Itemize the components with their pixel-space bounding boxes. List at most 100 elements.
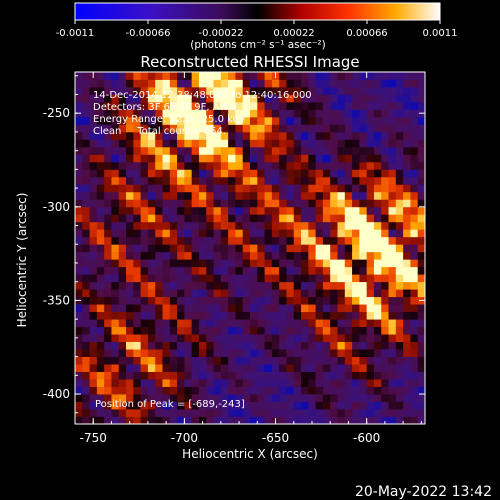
heatmap-cell [359, 416, 368, 424]
heatmap-cell [330, 281, 338, 290]
heatmap-cell [96, 86, 105, 95]
heatmap-cell [308, 146, 317, 155]
heatmap-cell [279, 169, 287, 178]
heatmap-cell [147, 259, 156, 268]
heatmap-cell [417, 72, 425, 80]
heatmap-cell [330, 379, 338, 387]
heatmap-cell [169, 416, 178, 424]
heatmap-cell [155, 416, 163, 424]
heatmap-cell [344, 214, 353, 223]
heatmap-cell [257, 176, 265, 185]
heatmap-cell [104, 86, 112, 95]
heatmap-cell [96, 386, 105, 395]
heatmap-cell [388, 401, 397, 410]
heatmap-cell [330, 289, 338, 298]
heatmap-cell [308, 109, 317, 118]
heatmap-cell [118, 356, 127, 365]
heatmap-cell [293, 349, 302, 357]
heatmap-cell [228, 356, 236, 365]
heatmap-cell [322, 214, 331, 223]
heatmap-cell [155, 116, 163, 125]
heatmap-cell [147, 229, 156, 238]
heatmap-cell [359, 154, 368, 163]
heatmap-cell [184, 311, 193, 320]
heatmap-cell [140, 304, 149, 313]
heatmap-cell [286, 191, 295, 200]
heatmap-cell [184, 146, 193, 155]
heatmap-cell [242, 356, 251, 365]
heatmap-cell [337, 206, 346, 215]
heatmap-cell [330, 184, 338, 193]
heatmap-cell [257, 139, 265, 148]
heatmap-cell [308, 379, 317, 387]
heatmap-cell [381, 379, 389, 387]
heatmap-cell [293, 154, 302, 163]
heatmap-cell [286, 86, 295, 95]
heatmap-cell [359, 341, 368, 350]
heatmap-cell [133, 334, 142, 343]
heatmap-cell [140, 86, 149, 95]
colorbar-tick-label: 0.00066 [346, 28, 387, 39]
heatmap-cell [264, 394, 273, 402]
heatmap-cell [264, 416, 273, 424]
heatmap-cell [395, 94, 404, 103]
heatmap-cell [286, 169, 295, 178]
heatmap-cell [250, 229, 258, 238]
heatmap-cell [82, 289, 90, 298]
heatmap-cell [293, 401, 302, 410]
heatmap-cell [228, 221, 236, 230]
heatmap-cell [366, 131, 375, 140]
heatmap-cell [359, 176, 368, 185]
heatmap-cell [410, 386, 419, 395]
heatmap-cell [126, 146, 134, 155]
heatmap-cell [395, 191, 404, 200]
heatmap-cell [133, 319, 142, 328]
heatmap-cell [344, 244, 353, 253]
heatmap-cell [366, 161, 375, 170]
heatmap-cell [118, 326, 127, 335]
heatmap-cell [213, 206, 222, 215]
heatmap-cell [352, 244, 360, 253]
heatmap-cell [184, 281, 193, 290]
heatmap-cell [257, 161, 265, 170]
heatmap-cell [206, 109, 214, 118]
heatmap-cell [242, 146, 251, 155]
heatmap-cell [89, 326, 98, 335]
heatmap-cell [322, 86, 331, 95]
heatmap-cell [89, 319, 98, 328]
heatmap-cell [206, 304, 214, 313]
heatmap-cell [133, 266, 142, 275]
heatmap-cell [191, 281, 200, 290]
heatmap-cell [162, 304, 171, 313]
heatmap-cell [213, 169, 222, 178]
heatmap-cell [126, 229, 134, 238]
heatmap-cell [301, 341, 309, 350]
heatmap-cell [388, 356, 397, 365]
heatmap-cell [111, 184, 120, 193]
heatmap-cell [213, 364, 222, 372]
heatmap-cell [155, 281, 163, 290]
heatmap-cell [417, 79, 425, 88]
heatmap-cell [235, 274, 244, 283]
heatmap-cell [75, 124, 83, 133]
heatmap-cell [388, 266, 397, 275]
heatmap-cell [388, 154, 397, 163]
heatmap-cell [315, 341, 324, 350]
heatmap-cell [315, 364, 324, 372]
heatmap-cell [301, 356, 309, 365]
heatmap-cell [184, 124, 193, 133]
heatmap-cell [352, 379, 360, 387]
heatmap-cell [337, 296, 346, 305]
heatmap-cell [403, 221, 411, 230]
heatmap-cell [118, 341, 127, 350]
heatmap-cell [147, 79, 156, 88]
heatmap-cell [366, 356, 375, 365]
heatmap-cell [403, 154, 411, 163]
heatmap-cell [111, 364, 120, 372]
heatmap-cell [206, 244, 214, 253]
heatmap-cell [126, 416, 134, 424]
heatmap-cell [301, 131, 309, 140]
heatmap-cell [220, 86, 229, 95]
heatmap-cell [410, 326, 419, 335]
heatmap-cell [104, 379, 112, 387]
